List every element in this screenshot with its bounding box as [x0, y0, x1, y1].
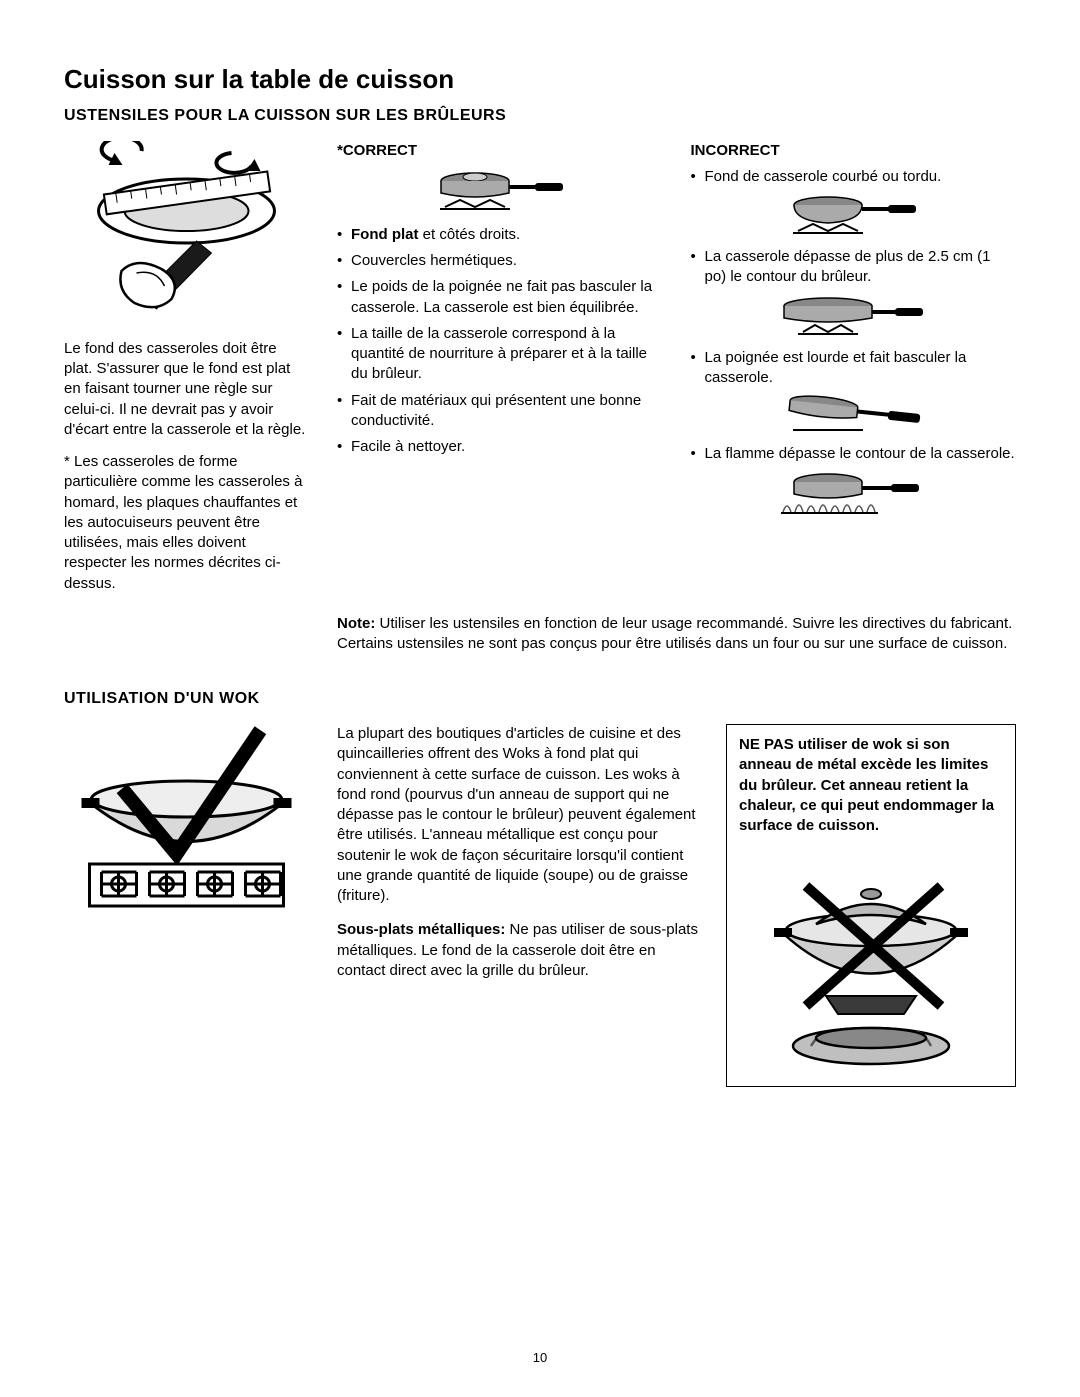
page-title: Cuisson sur la table de cuisson: [64, 62, 1016, 97]
list-item: Fond de casserole courbé ou tordu.: [691, 167, 1017, 187]
list-item: La flamme dépasse le contour de la casse…: [691, 444, 1017, 464]
list-item: Le poids de la poignée ne fait pas bascu…: [337, 277, 663, 318]
pan-flame-icon: [773, 470, 933, 516]
incorrect-heading: INCORRECT: [691, 141, 1017, 161]
list-item: Facile à nettoyer.: [337, 437, 663, 457]
wok-warning-column: NE PAS utiliser de wok si son anneau de …: [726, 724, 1016, 1087]
warning-box: NE PAS utiliser de wok si son anneau de …: [726, 724, 1016, 1087]
pan-curved-icon: [778, 193, 928, 237]
ruler-pan-illustration: [64, 141, 309, 321]
list-item: Fond plat et côtés droits.: [337, 225, 663, 245]
wok-paragraph-2: Sous-plats métalliques: Ne pas utiliser …: [337, 920, 698, 981]
incorrect-list: Fond de casserole courbé ou tordu.: [691, 167, 1017, 187]
list-item: Couvercles hermétiques.: [337, 251, 663, 271]
note-paragraph: Note: Utiliser les ustensiles en fonctio…: [337, 614, 1016, 655]
incorrect-column: INCORRECT Fond de casserole courbé ou to…: [691, 141, 1017, 606]
section-heading-utensils: USTENSILES POUR LA CUISSON SUR LES BRÛLE…: [64, 105, 1016, 127]
list-item: La poignée est lourde et fait basculer l…: [691, 348, 1017, 389]
page-number: 10: [533, 1349, 547, 1367]
pan-tilted-icon: [773, 394, 933, 434]
wok-middle-column: La plupart des boutiques d'articles de c…: [337, 724, 698, 1087]
wok-incorrect-illustration: [756, 846, 986, 1076]
left-paragraph-1: Le fond des casseroles doit être plat. S…: [64, 339, 309, 440]
warning-text: NE PAS utiliser de wok si son anneau de …: [739, 735, 1003, 836]
section-heading-wok: UTILISATION D'UN WOK: [64, 688, 1016, 710]
wok-correct-illustration: [64, 724, 309, 914]
list-item: La casserole dépasse de plus de 2.5 cm (…: [691, 247, 1017, 288]
wok-paragraph-1: La plupart des boutiques d'articles de c…: [337, 724, 698, 906]
left-paragraph-2: * Les casseroles de forme particulière c…: [64, 452, 309, 594]
list-item: Fait de matériaux qui présentent une bon…: [337, 391, 663, 432]
left-column: Le fond des casseroles doit être plat. S…: [64, 141, 309, 606]
wok-left-column: [64, 724, 309, 1087]
correct-column: *CORRECT Fond plat et côtés droits. Couv…: [337, 141, 663, 606]
list-item: La taille de la casserole correspond à l…: [337, 324, 663, 385]
pan-oversize-icon: [773, 294, 933, 338]
correct-heading: *CORRECT: [337, 141, 663, 161]
pan-correct-icon: [425, 167, 575, 215]
correct-list: Fond plat et côtés droits. Couvercles he…: [337, 225, 663, 458]
